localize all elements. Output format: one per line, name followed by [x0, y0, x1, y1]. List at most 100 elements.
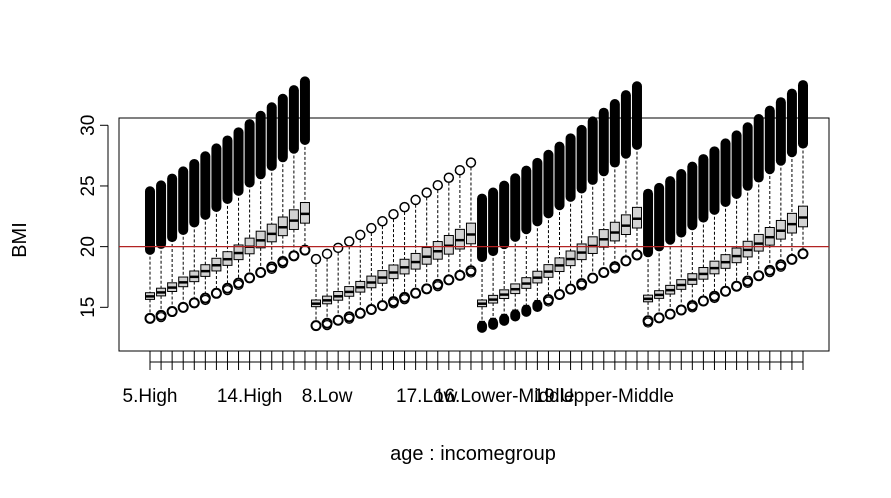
outlier-lower: [675, 304, 687, 316]
outlier-stack-upper: [598, 107, 609, 177]
outlier-stack-upper: [200, 151, 211, 220]
outlier-stack-upper: [145, 186, 155, 255]
outlier-stack-upper: [255, 110, 266, 180]
outlier-lower: [144, 312, 156, 324]
outlier-lower: [731, 280, 743, 292]
outlier-stack-upper: [620, 90, 631, 159]
outlier-lower: [233, 279, 244, 291]
outlier-stack-upper: [654, 182, 665, 252]
outlier-lower: [764, 267, 775, 278]
outlier-upper: [443, 172, 455, 183]
outlier-stack-upper: [609, 98, 620, 168]
outlier-stack-lower: [499, 313, 510, 326]
outlier-stack-upper: [798, 80, 808, 149]
outlier-lower: [277, 258, 288, 269]
box-lower-middle-9: [521, 165, 532, 317]
outlier-stack-upper: [709, 146, 720, 215]
outlier-stack-upper: [488, 187, 499, 257]
outlier-upper: [321, 248, 333, 260]
outlier-lower: [244, 272, 256, 284]
outlier-stack-upper: [775, 97, 786, 166]
outlier-lower: [642, 317, 654, 328]
outlier-lower: [155, 312, 167, 323]
box-lower-middle-12: [554, 141, 566, 300]
outlier-stack-upper: [720, 138, 731, 207]
outlier-upper: [399, 201, 410, 213]
y-axis-title: BMI: [9, 222, 31, 258]
outlier-lower: [354, 307, 366, 319]
x-tick-label-0: 5.High: [123, 386, 178, 407]
outlier-stack-upper: [742, 122, 753, 191]
outlier-stack-lower: [477, 320, 488, 333]
outlier-upper: [355, 229, 366, 241]
box-lower-middle-16: [598, 107, 610, 278]
outlier-upper: [421, 187, 432, 198]
outlier-stack-upper: [156, 180, 167, 249]
outlier-lower: [620, 255, 632, 267]
box-lower-middle-14: [576, 124, 588, 291]
box-high-12: [221, 135, 233, 296]
x-tick-label-1: 14.High: [217, 386, 283, 407]
outlier-lower: [598, 266, 610, 278]
box-upper-middle-19: [797, 80, 809, 260]
x-axis-title: age : incomegroup: [390, 443, 556, 465]
outlier-lower: [742, 277, 753, 288]
box-lower-middle-18: [620, 90, 632, 267]
outlier-lower: [664, 308, 676, 320]
outlier-lower: [310, 320, 322, 332]
outlier-lower: [687, 302, 698, 313]
outlier-stack-upper: [643, 188, 654, 258]
box-upper-middle-12: [720, 138, 732, 297]
box-upper-middle-17: [775, 97, 787, 272]
outlier-stack-upper: [299, 76, 310, 146]
outlier-lower: [222, 285, 233, 296]
box-upper-middle-6: [653, 182, 665, 324]
box-low-7: [332, 242, 344, 326]
outlier-stack-upper: [277, 93, 288, 163]
box-low-6: [321, 248, 333, 331]
box-high-7: [166, 173, 178, 318]
box-high-18: [288, 85, 300, 262]
box-high-13: [233, 127, 245, 291]
outlier-upper: [332, 242, 344, 254]
outlier-stack-upper: [786, 88, 797, 158]
outlier-lower: [266, 263, 277, 274]
outlier-stack-upper: [587, 116, 598, 185]
x-tick-label-5: 19.Upper-Middle: [534, 386, 674, 407]
outlier-stack-upper: [266, 102, 277, 171]
plot-frame: [118, 117, 830, 352]
outlier-stack-upper: [687, 161, 698, 231]
box-high-6: [155, 180, 167, 323]
y-tick-label-15: 15: [78, 297, 99, 318]
box-lower-middle-8: [510, 173, 521, 322]
box-high-19: [299, 76, 311, 256]
outlier-stack-upper: [178, 166, 189, 235]
outlier-stack-upper: [565, 133, 576, 202]
box-lower-middle-10: [532, 157, 543, 312]
x-tick-label-3: 17.Low: [396, 386, 458, 407]
box-low-15: [421, 187, 433, 295]
outlier-lower: [321, 320, 333, 331]
box-low-19: [465, 157, 477, 278]
box-high-11: [210, 143, 222, 299]
outlier-lower: [543, 296, 554, 307]
outlier-stack-upper: [554, 141, 565, 211]
box-low-13: [399, 201, 411, 305]
outlier-lower: [465, 267, 477, 278]
outlier-stack-upper: [753, 113, 764, 183]
outlier-stack-upper: [499, 180, 510, 250]
outlier-lower: [786, 253, 798, 265]
outlier-stack-lower: [510, 309, 521, 322]
outlier-stack-upper: [764, 105, 775, 175]
outlier-lower: [399, 294, 410, 305]
x-axis: 5.High 14.High 8.Low 17.Low16.Lower-Middle1…: [123, 351, 804, 407]
outlier-stack-upper: [222, 135, 233, 205]
box-upper-middle-15: [753, 113, 765, 282]
outlier-lower: [554, 288, 566, 300]
outlier-stack-upper: [698, 154, 709, 223]
outlier-lower: [210, 287, 222, 299]
outlier-stack-upper: [211, 143, 222, 212]
outlier-lower: [443, 274, 455, 286]
outlier-upper: [310, 253, 322, 265]
